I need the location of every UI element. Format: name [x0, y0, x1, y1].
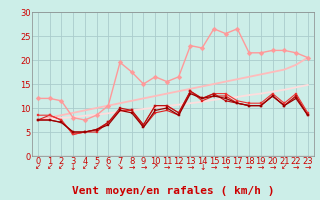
Text: →: →: [246, 162, 252, 171]
Text: →: →: [211, 162, 217, 171]
Text: →: →: [222, 162, 229, 171]
Text: ↙: ↙: [82, 162, 88, 171]
Text: ↙: ↙: [93, 162, 100, 171]
Text: →: →: [269, 162, 276, 171]
Text: →: →: [129, 162, 135, 171]
Text: →: →: [175, 162, 182, 171]
Text: ↗: ↗: [152, 162, 158, 171]
Text: →: →: [305, 162, 311, 171]
Text: ↘: ↘: [117, 162, 123, 171]
Text: Vent moyen/en rafales ( km/h ): Vent moyen/en rafales ( km/h ): [72, 186, 274, 196]
Text: ↓: ↓: [199, 162, 205, 171]
Text: →: →: [164, 162, 170, 171]
Text: ↙: ↙: [46, 162, 53, 171]
Text: ↓: ↓: [70, 162, 76, 171]
Text: ↘: ↘: [105, 162, 111, 171]
Text: ↙: ↙: [281, 162, 287, 171]
Text: →: →: [187, 162, 194, 171]
Text: →: →: [293, 162, 299, 171]
Text: ↙: ↙: [35, 162, 41, 171]
Text: →: →: [234, 162, 241, 171]
Text: ↙: ↙: [58, 162, 65, 171]
Text: →: →: [258, 162, 264, 171]
Text: →: →: [140, 162, 147, 171]
